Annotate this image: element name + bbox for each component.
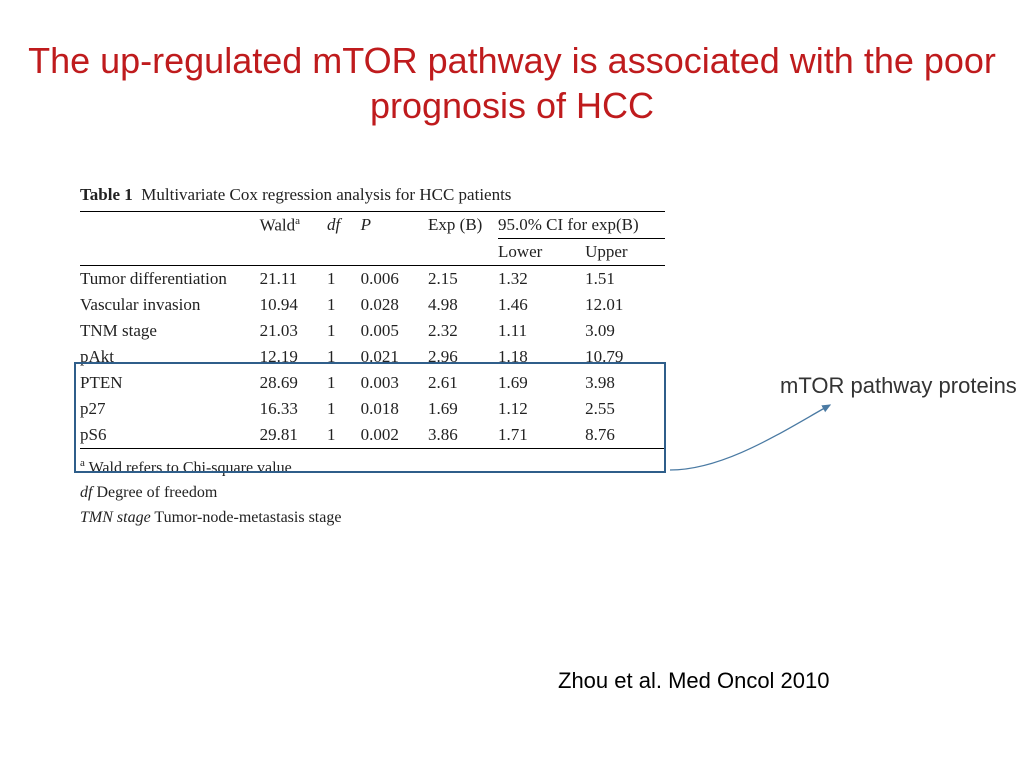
- th-variable: [80, 212, 260, 239]
- table-row: TNM stage21.0310.0052.321.113.09: [80, 318, 665, 344]
- th-upper: Upper: [585, 239, 665, 266]
- th-spacer: [260, 239, 327, 266]
- footnote-df: df Degree of freedom: [80, 481, 665, 506]
- table-row: p2716.3310.0181.691.122.55: [80, 396, 665, 422]
- th-ci-group: 95.0% CI for exp(B): [498, 212, 665, 239]
- th-expb: Exp (B): [428, 212, 498, 239]
- table-row: Vascular invasion10.9410.0284.981.4612.0…: [80, 292, 665, 318]
- table-row: pS629.8110.0023.861.718.76: [80, 422, 665, 449]
- annotation-arrow: [665, 400, 845, 480]
- th-lower: Lower: [498, 239, 585, 266]
- slide: The up-regulated mTOR pathway is associa…: [0, 0, 1024, 768]
- table-caption-label: Table 1: [80, 185, 133, 204]
- slide-title: The up-regulated mTOR pathway is associa…: [0, 38, 1024, 128]
- table-caption-text: Multivariate Cox regression analysis for…: [141, 185, 511, 204]
- th-spacer: [361, 239, 428, 266]
- table-row: Tumor differentiation21.1110.0062.151.32…: [80, 266, 665, 293]
- th-spacer: [327, 239, 361, 266]
- annotation-label: mTOR pathway proteins: [780, 373, 1017, 399]
- table-row: PTEN28.6910.0032.611.693.98: [80, 370, 665, 396]
- citation-text: Zhou et al. Med Oncol 2010: [558, 668, 830, 694]
- arrow-path: [670, 405, 830, 470]
- footnote-wald: a Wald refers to Chi-square value: [80, 455, 665, 481]
- th-spacer: [428, 239, 498, 266]
- th-p: P: [361, 212, 428, 239]
- cox-regression-table: Walda df P Exp (B) 95.0% CI for exp(B) L…: [80, 211, 665, 449]
- th-df: df: [327, 212, 361, 239]
- table-footnotes: a Wald refers to Chi-square value df Deg…: [80, 455, 665, 531]
- table-body: Tumor differentiation21.1110.0062.151.32…: [80, 266, 665, 449]
- th-spacer: [80, 239, 260, 266]
- table-caption: Table 1 Multivariate Cox regression anal…: [80, 185, 665, 205]
- footnote-tmn: TMN stage Tumor-node-metastasis stage: [80, 506, 665, 531]
- table-row: pAkt12.1910.0212.961.1810.79: [80, 344, 665, 370]
- table-container: Table 1 Multivariate Cox regression anal…: [80, 185, 665, 531]
- th-wald: Walda: [260, 212, 327, 239]
